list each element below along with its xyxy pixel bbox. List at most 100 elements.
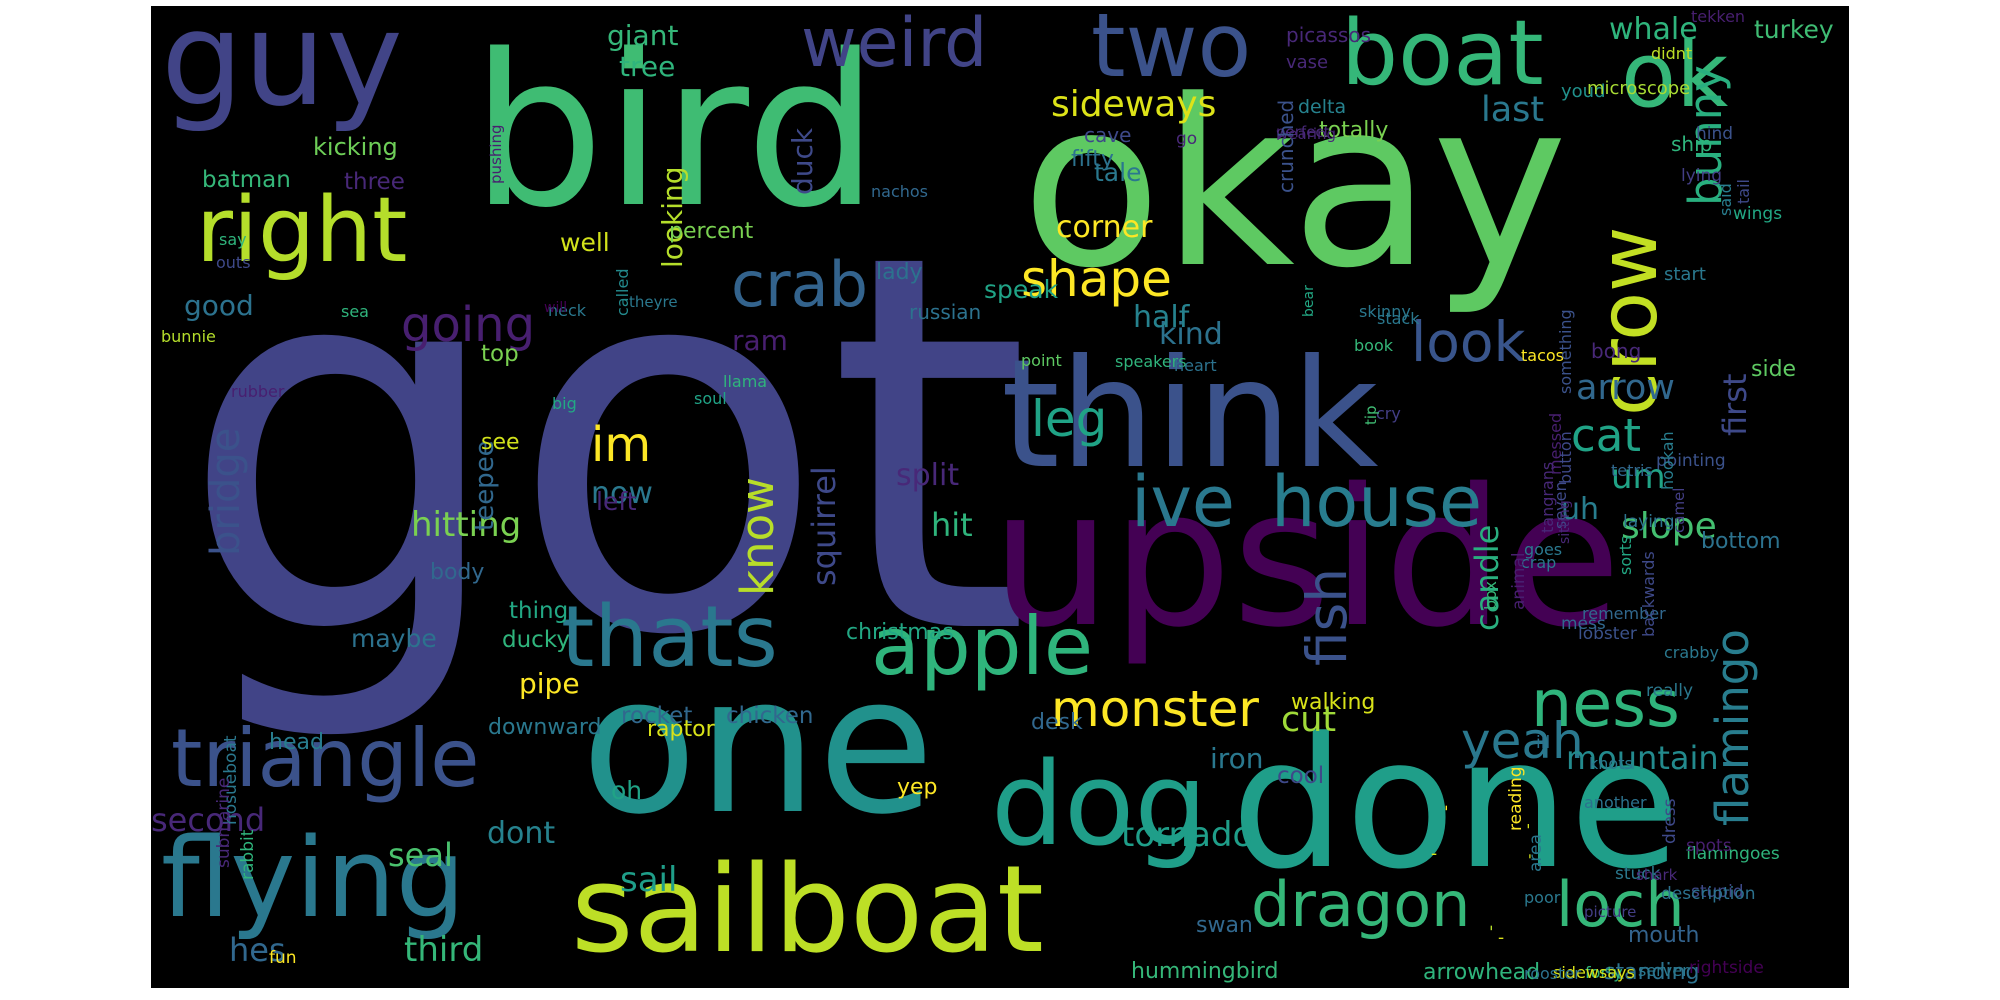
word-cloud-word: youd [1561, 81, 1606, 102]
word-cloud-word: dragon [1251, 868, 1470, 941]
word-cloud-word: llama [723, 372, 767, 391]
word-cloud-word: description [1661, 884, 1756, 904]
word-cloud-word: yeah [1461, 712, 1584, 770]
word-cloud-word: didnt [1651, 44, 1692, 63]
word-cloud-word: will [544, 300, 567, 316]
word-cloud-word: first [1716, 373, 1754, 436]
word-cloud-word: bong [1591, 339, 1641, 363]
word-cloud-word: downward [488, 715, 601, 740]
word-cloud-word: stupid [1691, 882, 1744, 902]
word-cloud-word: submarine [214, 778, 234, 868]
word-cloud-word: bunny [1679, 65, 1732, 206]
word-cloud-word: fish [1295, 568, 1359, 666]
word-cloud-word: go [1176, 129, 1197, 149]
word-cloud-word: rightside [1689, 958, 1764, 978]
word-cloud-word: right [196, 178, 407, 283]
word-cloud-word: well [560, 228, 610, 257]
word-cloud-word: triangle [171, 712, 479, 805]
word-cloud-word: going [401, 297, 535, 353]
word-cloud-word: lying [1681, 166, 1722, 186]
word-cloud-word: forty [1585, 963, 1623, 982]
word-cloud-word: dont [487, 816, 555, 851]
word-cloud-word: ness [1531, 667, 1680, 742]
word-cloud-word: boat [1341, 6, 1544, 106]
word-cloud-word: maybe [351, 624, 437, 653]
word-cloud-word: body [430, 560, 484, 585]
word-cloud-word: rabbit [238, 829, 258, 880]
word-cloud-word: pointing [1656, 451, 1726, 471]
word-cloud-word: crab [731, 248, 868, 321]
word-cloud-word: bunnie [161, 327, 216, 346]
word-cloud-word: kind [1159, 317, 1223, 352]
word-cloud-word: fun [269, 948, 297, 968]
word-cloud-word: russian [909, 300, 981, 324]
word-cloud-word: picture [1584, 903, 1636, 921]
word-cloud-word: now [591, 476, 653, 511]
word-cloud-word: box [1481, 581, 1500, 610]
word-cloud-word: arrow [1576, 368, 1675, 408]
word-cloud-word: - [1520, 854, 1538, 859]
word-cloud-word: christmas [846, 620, 954, 645]
word-cloud-word: upside [991, 448, 1621, 669]
word-cloud-word: laying [1623, 512, 1675, 532]
word-cloud-word: another [1584, 793, 1647, 812]
word-cloud-word: dog [991, 738, 1207, 872]
word-cloud-word: hookah [1658, 431, 1677, 490]
word-cloud-word: uh [1561, 492, 1599, 527]
word-cloud-word: lady [876, 260, 923, 285]
word-cloud-word: tornado [1121, 815, 1253, 855]
word-cloud-word: sidewsays [1553, 963, 1635, 982]
word-cloud-word: shark [1636, 866, 1678, 884]
word-cloud-word: split [896, 458, 959, 493]
word-cloud-word: tale [1094, 158, 1141, 187]
word-cloud-word: fifty [1071, 147, 1114, 172]
word-cloud-word: dress [1660, 798, 1680, 844]
word-cloud-word: pushing [487, 124, 505, 184]
word-cloud-word: iron [1210, 742, 1264, 775]
word-cloud-word: speakers [1115, 352, 1187, 371]
word-cloud-word: top [481, 341, 519, 367]
word-cloud-word: pipe [519, 667, 580, 700]
word-cloud-word: knots [1589, 754, 1633, 773]
word-cloud-word: mouth [1628, 923, 1699, 948]
word-cloud-word: - [1481, 925, 1501, 931]
word-cloud-word: oh [611, 776, 642, 805]
word-cloud-word: tacos [1521, 346, 1564, 365]
word-cloud-word: kicking [313, 133, 398, 161]
word-cloud-word: animal [1509, 552, 1529, 610]
word-cloud-word: flamingo [1706, 629, 1759, 826]
word-cloud-word: shape [1021, 250, 1172, 308]
word-cloud-word: book [1354, 336, 1394, 355]
word-cloud-word: hummingbird [1131, 959, 1278, 984]
word-cloud-word: nachos [871, 182, 928, 201]
word-cloud-word: know [731, 477, 784, 596]
word-cloud-word: cool [1277, 763, 1324, 789]
word-cloud-word: raptor [647, 717, 716, 742]
word-cloud-word: stuck [1615, 864, 1661, 884]
word-cloud-word: speak [984, 275, 1059, 304]
word-cloud-word: microscope [1587, 78, 1690, 99]
word-cloud-word: said [1716, 183, 1735, 216]
word-cloud-word: sideways [1051, 84, 1216, 125]
word-cloud-word: reading [1506, 766, 1526, 831]
word-cloud-word: im [591, 417, 651, 473]
word-cloud-word: spots [1686, 836, 1732, 856]
word-cloud-word: batman [202, 167, 291, 193]
word-cloud-word: giant [607, 19, 678, 52]
word-cloud-word: tetris [1611, 461, 1653, 480]
word-cloud-word: rooster [1524, 964, 1581, 983]
word-cloud-word: turkey [1754, 15, 1834, 44]
word-cloud-word: goes [1524, 540, 1562, 559]
word-cloud-word: thing [509, 598, 568, 624]
word-cloud-word: tekken [1691, 7, 1745, 26]
word-cloud-word: ok [1621, 23, 1728, 128]
word-cloud-word: soul [694, 389, 727, 408]
word-cloud-word: picassos [1286, 23, 1371, 47]
word-cloud-word: button [1556, 431, 1575, 484]
word-cloud-word: outs [216, 253, 251, 272]
word-cloud-word: slope [1621, 506, 1717, 547]
word-cloud-word: teepee [470, 440, 500, 531]
word-cloud-word: bear [1301, 285, 1317, 317]
word-cloud-word: standing [1604, 960, 1700, 985]
word-cloud-word: ram [732, 324, 788, 357]
